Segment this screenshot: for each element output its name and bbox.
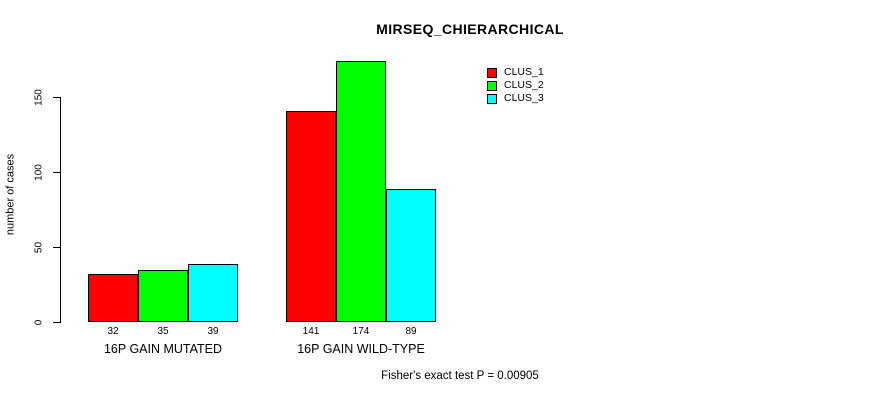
category-label: 16P GAIN MUTATED (103, 342, 223, 356)
bar-clus_3-group1 (188, 263, 238, 322)
bar-clus_2-group1 (138, 269, 188, 322)
legend-label: CLUS_3 (504, 92, 544, 104)
bar-value-label: 35 (157, 326, 169, 337)
y-axis-tick (53, 97, 60, 98)
legend-label: CLUS_1 (504, 66, 544, 78)
category-label: 16P GAIN WILD-TYPE (297, 342, 425, 356)
y-axis-tick-label: 0 (33, 319, 45, 325)
legend-swatch-icon (487, 93, 497, 104)
bar-value-label: 141 (302, 326, 320, 337)
bar-value-label: 89 (405, 326, 417, 337)
bar-clus_1-group1 (88, 274, 138, 322)
y-axis-tick-label: 50 (33, 241, 45, 253)
legend-item: CLUS_1 (487, 66, 544, 79)
legend-label: CLUS_2 (504, 79, 544, 91)
legend: CLUS_1 CLUS_2 CLUS_3 (487, 66, 544, 105)
annotation-text: Fisher's exact test P = 0.00905 (381, 370, 539, 382)
bar-clus_3-group2 (386, 188, 436, 322)
bar-clus_1-group2 (286, 110, 336, 322)
y-axis-tick-label: 150 (33, 88, 45, 106)
bar-value-label: 32 (107, 326, 119, 337)
legend-item: CLUS_2 (487, 79, 544, 92)
y-axis-tick (53, 322, 60, 323)
legend-swatch-icon (487, 67, 497, 78)
y-axis-tick (53, 172, 60, 173)
bar-value-label: 174 (352, 326, 370, 337)
chart-title: MIRSEQ_CHIERARCHICAL (376, 21, 564, 37)
bar-clus_2-group2 (336, 61, 386, 322)
y-axis-tick (53, 247, 60, 248)
legend-item: CLUS_3 (487, 92, 544, 105)
bar-value-label: 39 (207, 326, 219, 337)
y-axis-line (60, 97, 61, 323)
y-axis-tick-label: 100 (33, 163, 45, 181)
legend-swatch-icon (487, 80, 497, 91)
